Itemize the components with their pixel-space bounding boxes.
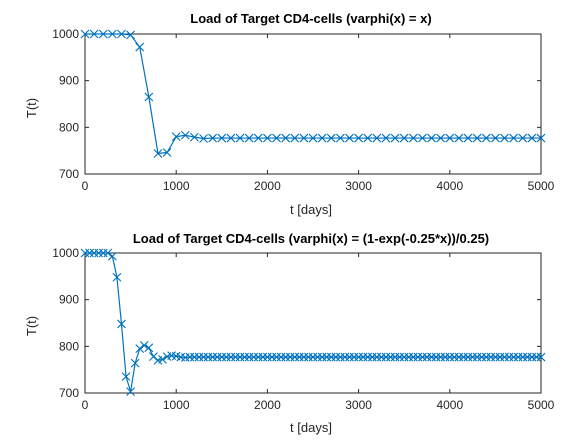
x-tick-label: 5000 [528, 179, 555, 193]
data-point-marker [130, 358, 140, 368]
data-point-marker [399, 133, 409, 143]
data-point-marker [190, 132, 199, 142]
data-point-marker [345, 133, 354, 143]
chart-top: Load of Target CD4-cells (varphi(x) = x)… [24, 11, 555, 217]
x-axis-label: t [days] [290, 420, 332, 435]
data-point-marker [107, 29, 117, 39]
data-point-marker [135, 344, 145, 354]
axes-box [84, 33, 542, 175]
data-point-marker [199, 134, 208, 143]
data-point-marker [491, 133, 500, 143]
data-point-marker [107, 251, 117, 261]
data-point-marker [153, 149, 163, 158]
x-tick-label: 1000 [163, 179, 190, 193]
data-point-marker [536, 352, 546, 362]
y-tick-label: 900 [59, 293, 79, 307]
series-line [85, 252, 541, 392]
x-axis-label: t [days] [290, 202, 332, 217]
data-point-marker [481, 133, 491, 143]
data-point-marker [126, 30, 135, 40]
x-tick-label: 2000 [254, 179, 281, 193]
data-point-marker [149, 352, 158, 361]
x-tick-label: 4000 [436, 398, 463, 412]
data-point-marker [326, 133, 336, 143]
data-point-marker [139, 341, 149, 350]
x-tick-label: 0 [82, 179, 89, 193]
data-point-marker [263, 133, 272, 143]
axes-box [84, 252, 542, 394]
data-point-marker [253, 133, 263, 143]
data-point-marker [290, 133, 300, 143]
data-point-marker [518, 133, 528, 143]
data-point-marker [117, 319, 126, 329]
data-point-marker [454, 133, 464, 143]
series-line [85, 33, 541, 155]
x-tick-label: 0 [82, 398, 89, 412]
y-tick-label: 900 [59, 74, 79, 88]
x-tick-label: 3000 [345, 179, 372, 193]
data-point-marker [509, 133, 519, 143]
y-tick-label: 700 [59, 386, 79, 400]
data-point-marker [408, 133, 418, 143]
x-tick-label: 2000 [254, 398, 281, 412]
data-point-marker [235, 133, 245, 143]
data-point-marker [80, 29, 90, 39]
data-point-marker [226, 133, 236, 143]
data-point-marker [536, 133, 546, 143]
data-point-marker [500, 133, 509, 143]
x-tick-label: 4000 [436, 179, 463, 193]
chart-title: Load of Target CD4-cells (varphi(x) = (1… [133, 231, 489, 246]
y-tick-label: 1000 [52, 246, 79, 260]
data-point-marker [117, 29, 126, 39]
data-point-marker [144, 92, 154, 102]
data-point-marker [317, 133, 327, 143]
data-point-marker [180, 130, 190, 140]
data-point-marker [472, 133, 482, 143]
data-point-marker [103, 248, 113, 258]
data-point-marker [89, 29, 99, 39]
x-tick-label: 1000 [163, 398, 190, 412]
y-tick-label: 800 [59, 339, 79, 353]
data-point-marker [372, 133, 382, 143]
data-point-marker [381, 133, 391, 143]
chart-bottom: Load of Target CD4-cells (varphi(x) = (1… [24, 231, 555, 435]
data-point-marker [527, 133, 537, 143]
data-point-marker [135, 42, 145, 52]
y-tick-label: 800 [59, 120, 79, 134]
data-point-marker [463, 133, 473, 143]
y-tick-label: 1000 [52, 27, 79, 41]
data-point-marker [299, 133, 309, 143]
data-point-marker [171, 132, 181, 142]
x-tick-label: 3000 [345, 398, 372, 412]
data-point-marker [98, 29, 108, 39]
data-point-marker [445, 133, 455, 143]
x-tick-label: 5000 [528, 398, 555, 412]
data-point-marker [308, 133, 318, 143]
data-point-marker [281, 133, 291, 143]
data-point-marker [390, 133, 400, 143]
data-point-marker [244, 133, 254, 143]
data-point-marker [144, 343, 154, 353]
data-point-marker [335, 133, 345, 143]
data-point-marker [427, 133, 436, 143]
chart-title: Load of Target CD4-cells (varphi(x) = x) [190, 11, 431, 26]
data-point-marker [363, 133, 373, 143]
data-point-marker [436, 133, 446, 143]
data-point-marker [217, 133, 227, 143]
data-point-marker [162, 148, 172, 157]
y-axis-label: T(t) [24, 98, 39, 118]
data-point-marker [112, 272, 122, 282]
data-point-marker [272, 133, 281, 143]
data-point-marker [126, 387, 135, 396]
y-axis-label: T(t) [24, 316, 39, 336]
data-point-marker [158, 355, 167, 364]
data-point-marker [208, 133, 218, 143]
data-point-marker [418, 133, 427, 143]
data-point-marker [354, 133, 363, 143]
y-tick-label: 700 [59, 167, 79, 181]
data-point-marker [121, 372, 131, 382]
